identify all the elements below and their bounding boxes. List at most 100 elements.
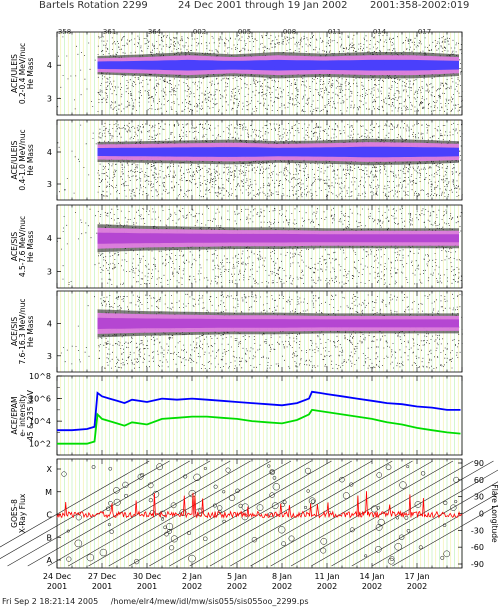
flare-circle bbox=[342, 492, 350, 500]
y-tick-label: X bbox=[47, 465, 53, 474]
flare-circle bbox=[203, 466, 207, 470]
flare-circle bbox=[235, 488, 240, 493]
bottom-tick-year: 2001 bbox=[47, 582, 67, 591]
flare-circle bbox=[306, 489, 310, 493]
epam-235kev-line bbox=[57, 408, 461, 445]
flare-circle bbox=[267, 464, 271, 468]
bottom-tick-day: 5 Jan bbox=[227, 572, 247, 581]
band-core bbox=[97, 232, 459, 244]
flare-circle bbox=[272, 483, 280, 491]
y-tick-label: 10^6 bbox=[29, 395, 51, 404]
flare-circle bbox=[453, 476, 460, 483]
y-tick-label: 3 bbox=[47, 267, 52, 276]
flare-circle bbox=[107, 523, 111, 527]
flare-circle bbox=[370, 505, 378, 513]
footer-path: /home/elr4/mew/idl/mw/sis055/sis055oo_22… bbox=[110, 597, 309, 606]
bottom-tick-year: 2002 bbox=[407, 582, 427, 591]
panel-ylabel: ACE/EPAMe- intensity45 & 235 keV bbox=[10, 389, 35, 441]
bottom-tick-day: 14 Jan bbox=[359, 572, 384, 581]
flare-circle bbox=[108, 466, 113, 471]
panel-frame bbox=[56, 31, 463, 116]
bottom-tick-day: 27 Dec bbox=[88, 572, 116, 581]
flare-circle bbox=[113, 498, 121, 506]
flare-circle bbox=[349, 527, 355, 533]
epam-45kev-line bbox=[57, 390, 461, 432]
flare-circle bbox=[179, 509, 187, 516]
panel-ylabel: ACE/SIS7.6-16.3 MeV/nucHe Mass bbox=[10, 298, 35, 364]
flare-circle bbox=[74, 539, 83, 548]
flare-circle bbox=[272, 476, 277, 480]
y-tick-label: 3 bbox=[47, 352, 52, 361]
flare-circle bbox=[398, 534, 405, 540]
flare-circle bbox=[222, 490, 226, 494]
flare-circle bbox=[133, 558, 140, 565]
flare-circle bbox=[147, 482, 154, 489]
flare-track bbox=[230, 460, 413, 567]
panel-ylabel: GOES-8X-Ray Flux bbox=[10, 493, 27, 533]
panel-frame bbox=[56, 119, 463, 201]
flare-circle bbox=[124, 493, 129, 498]
flare-track bbox=[7, 460, 190, 567]
panel-ylabel: ACE/SIS4.5-7.6 MeV/nucHe Mass bbox=[10, 216, 35, 277]
flare-circle bbox=[303, 505, 308, 510]
bottom-tick-year: 2002 bbox=[272, 582, 292, 591]
bottom-tick-year: 2002 bbox=[227, 582, 247, 591]
y2-tick-label: 0 bbox=[479, 510, 484, 519]
bottom-tick-day: 17 Jan bbox=[404, 572, 429, 581]
flare-circle bbox=[108, 501, 113, 506]
flare-circle bbox=[308, 497, 316, 505]
flare-circle bbox=[278, 526, 286, 534]
flare-circle bbox=[399, 481, 407, 489]
flare-track bbox=[108, 460, 292, 567]
flare-circle bbox=[156, 463, 164, 471]
flare-circle bbox=[310, 499, 316, 504]
band-core bbox=[97, 146, 459, 158]
y2-tick-label: -60 bbox=[471, 543, 484, 552]
y-tick-label: 4 bbox=[47, 234, 52, 243]
flare-circle bbox=[166, 522, 174, 531]
flare-circle bbox=[161, 517, 165, 521]
flare-circle bbox=[183, 474, 188, 479]
flare-circle bbox=[238, 503, 243, 508]
y-tick-label: 3 bbox=[47, 180, 52, 189]
y-tick-label: M bbox=[45, 488, 52, 497]
flare-circle bbox=[163, 525, 167, 530]
flare-circle bbox=[105, 506, 111, 511]
flare-circle bbox=[269, 492, 275, 498]
y-tick-label: 3 bbox=[47, 94, 52, 103]
flare-circle bbox=[406, 528, 411, 533]
y-tick-label: 10^8 bbox=[29, 372, 51, 381]
flare-circle bbox=[122, 481, 129, 488]
flare-circle bbox=[320, 538, 328, 545]
flare-track bbox=[250, 460, 433, 567]
flare-track bbox=[169, 460, 352, 567]
flare-track bbox=[270, 460, 454, 567]
flare-track bbox=[351, 481, 498, 567]
panel-3: ACE/SIS4.5-7.6 MeV/nucHe Mass 4 3 bbox=[10, 204, 463, 289]
bottom-tick-day: 2 Jan bbox=[182, 572, 202, 581]
title-date-range: 24 Dec 2001 through 19 Jan 2002 bbox=[178, 0, 348, 11]
y-tick-label: 10^2 bbox=[29, 440, 51, 449]
flare-circle bbox=[61, 471, 67, 477]
flare-circle bbox=[169, 545, 175, 551]
flare-circle bbox=[212, 503, 217, 508]
flare-circle bbox=[404, 515, 409, 520]
flare-circle bbox=[241, 503, 249, 511]
flare-circle bbox=[167, 529, 172, 534]
panel-4: ACE/SIS7.6-16.3 MeV/nucHe Mass 4 3 bbox=[10, 290, 463, 373]
panel-1: ACE/ULEIS0.2-0.4 MeV/nucHe Mass 4 3 bbox=[10, 31, 463, 116]
bottom-tick-day: 30 Dec bbox=[133, 572, 161, 581]
flare-circle bbox=[376, 506, 381, 510]
flare-circle bbox=[443, 550, 451, 558]
bottom-tick-year: 2002 bbox=[362, 582, 382, 591]
y-tick-label: 10^4 bbox=[29, 417, 51, 426]
flare-track bbox=[209, 460, 393, 567]
flare-circle bbox=[268, 512, 274, 518]
flare-circle bbox=[377, 518, 385, 526]
flare-circle bbox=[222, 519, 226, 524]
flare-track bbox=[0, 460, 150, 548]
flare-circle bbox=[349, 482, 354, 487]
flare-circle bbox=[281, 541, 286, 547]
panel-ylabel: ACE/ULEIS0.2-0.4 MeV/nucHe Mass bbox=[10, 43, 35, 104]
